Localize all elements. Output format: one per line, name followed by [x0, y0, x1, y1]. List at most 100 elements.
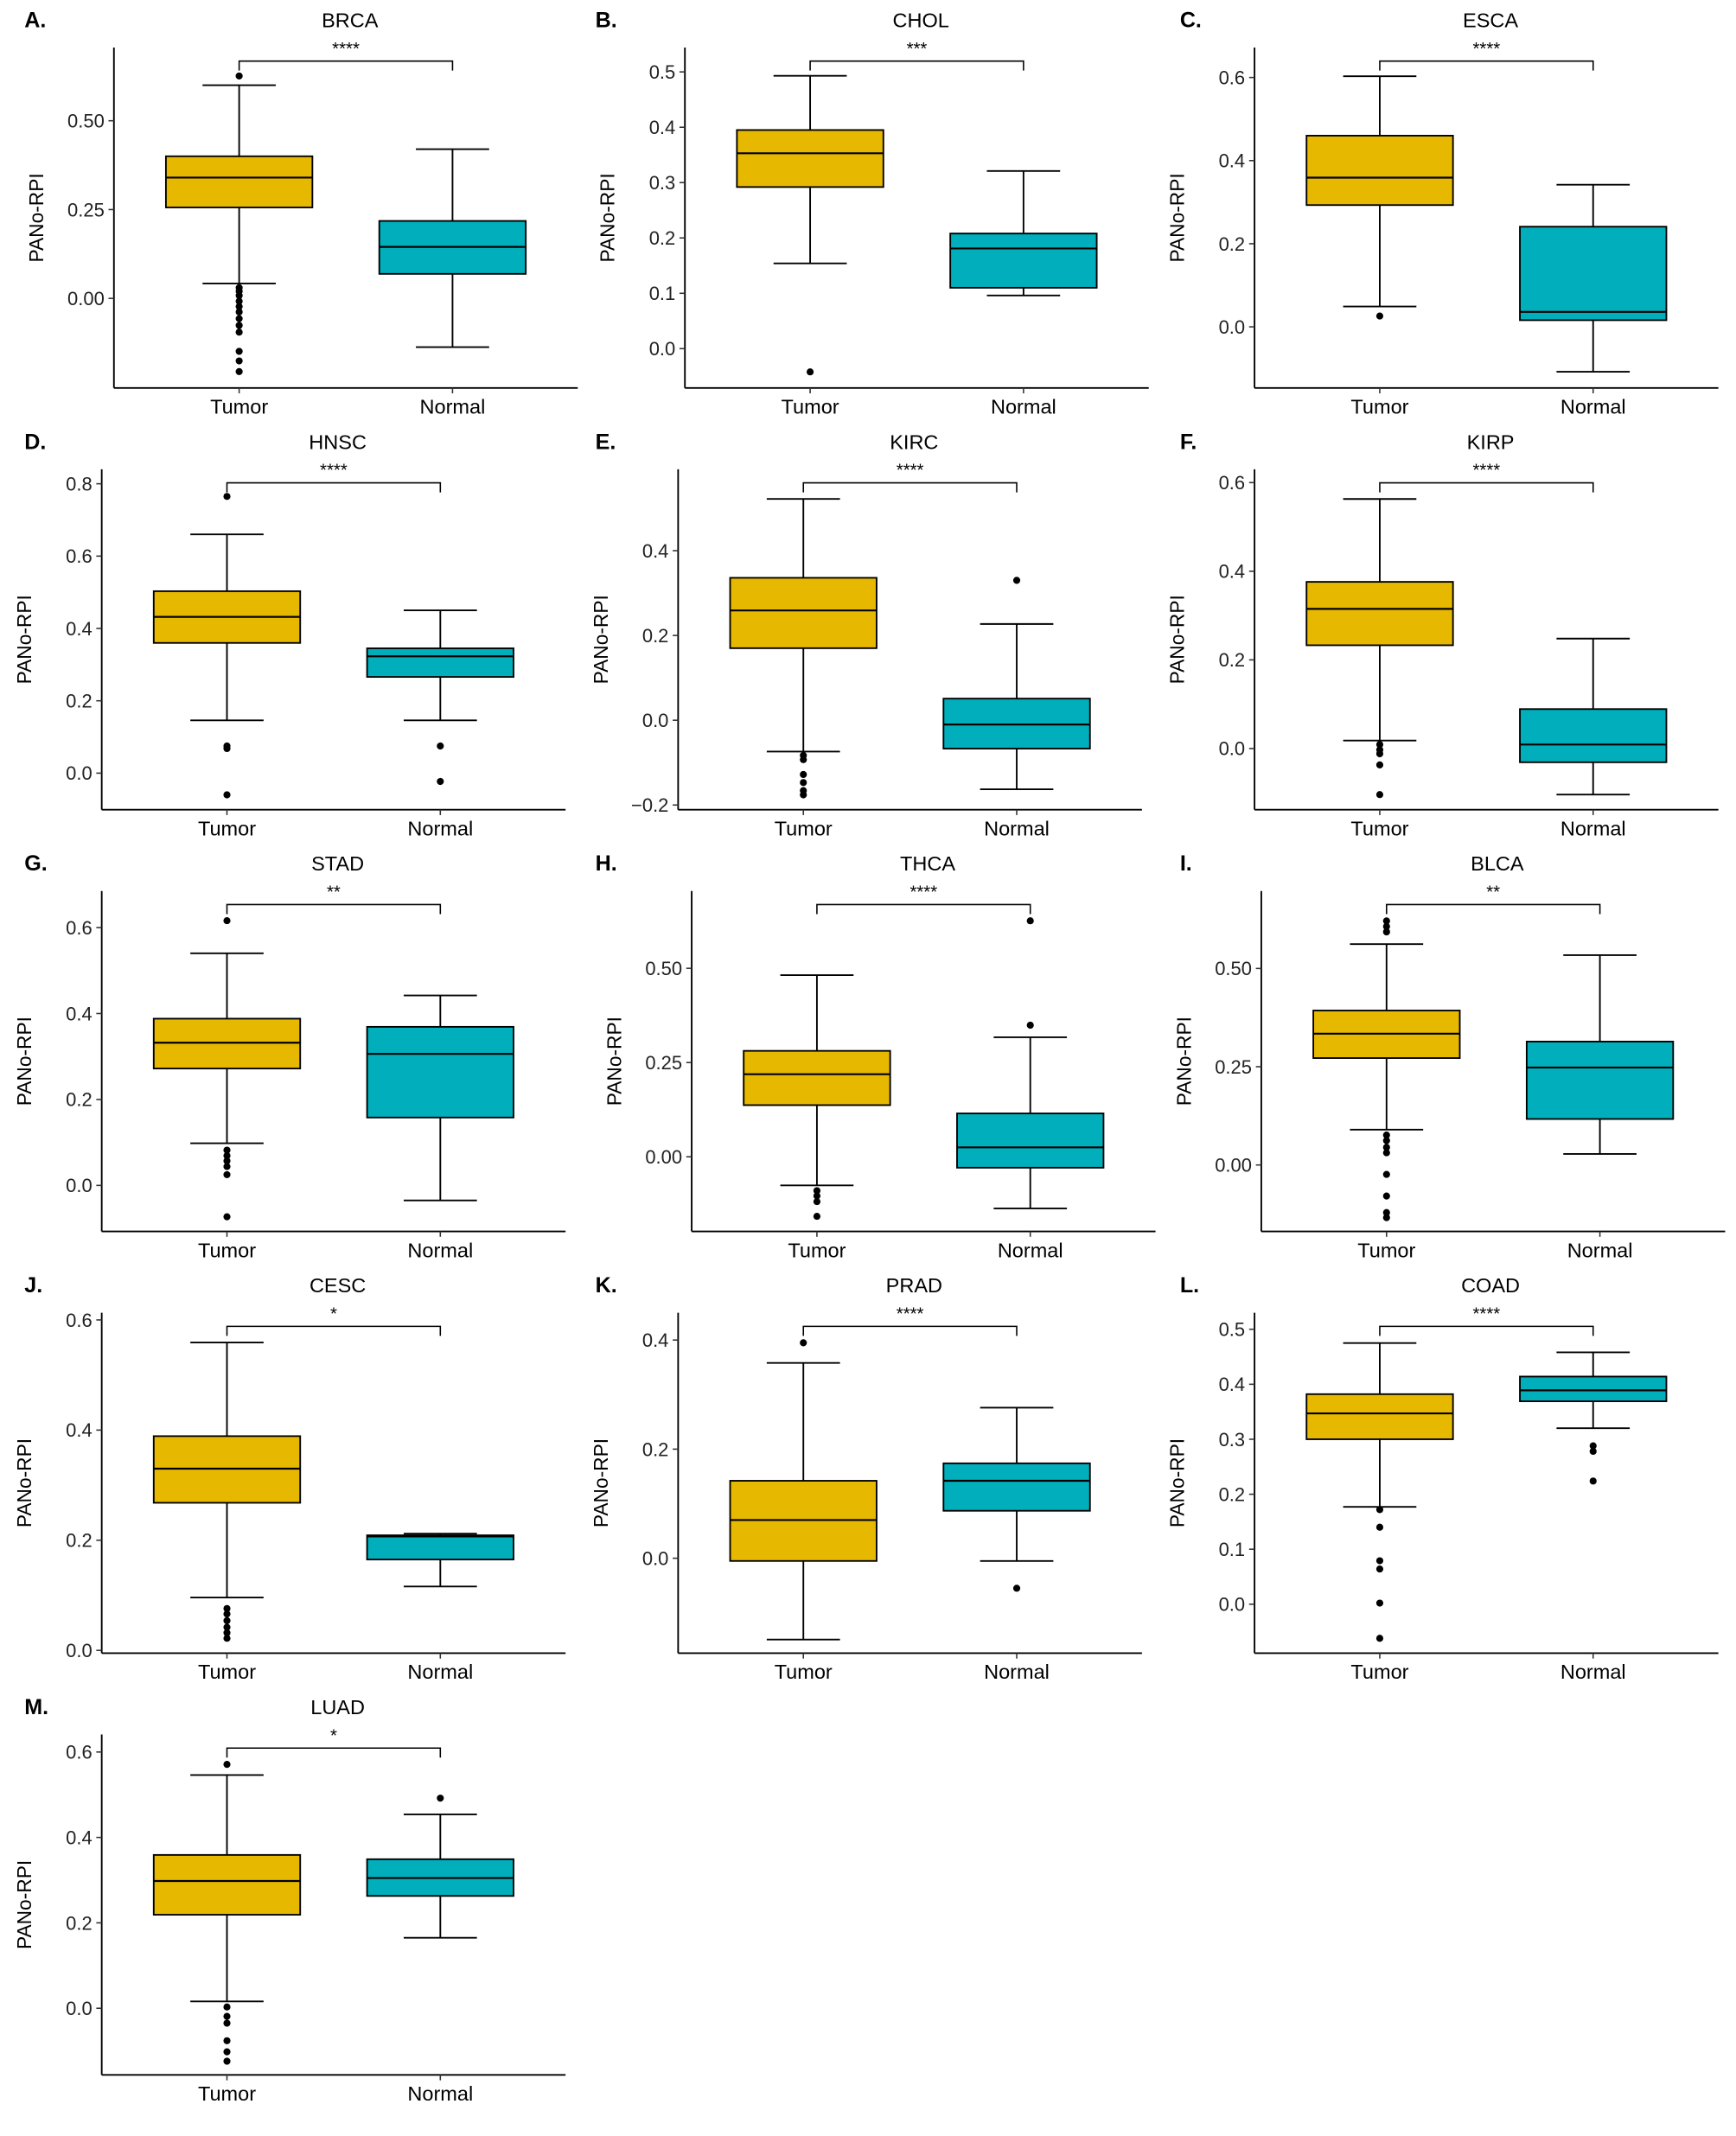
box-tumor — [1312, 917, 1461, 1221]
y-tick-label: 0.2 — [66, 1089, 93, 1111]
chart-title: PRAD — [886, 1274, 942, 1297]
panel-kirp: F. KIRP PANo-RPI 0.0 0.2 0.4 0.6 Tumor Normal ***… — [1166, 430, 1719, 839]
box-iqr — [366, 1025, 514, 1119]
outlier-point — [235, 328, 243, 336]
box-tumor — [1305, 75, 1454, 320]
y-tick-label: 0.6 — [66, 545, 93, 567]
y-tick-label: 0.4 — [66, 1419, 93, 1441]
outlier-point — [1026, 1021, 1034, 1030]
outlier-point — [1382, 917, 1390, 925]
x-tick-label: Tumor — [198, 1239, 256, 1261]
chart-title: ESCA — [1463, 9, 1518, 31]
panel-letter: E. — [596, 430, 616, 454]
outlier-point — [223, 1170, 231, 1178]
y-tick-label: 0.0 — [66, 1175, 93, 1196]
y-axis-label: PANo-RPI — [590, 595, 612, 684]
chart-title: CHOL — [893, 9, 949, 31]
y-tick-label: 0.4 — [1219, 561, 1246, 583]
outlier-point — [800, 1339, 807, 1347]
panel-letter: A. — [24, 8, 46, 32]
y-axis-label: PANo-RPI — [590, 1438, 612, 1527]
outlier-point — [223, 1629, 231, 1636]
outlier-point — [223, 1616, 231, 1624]
significance-label: **** — [1472, 462, 1500, 481]
x-tick-label: Tumor — [782, 396, 839, 418]
significance-bracket — [1386, 903, 1601, 915]
significance-label: **** — [1472, 1305, 1500, 1324]
outlier-point — [1375, 1523, 1384, 1531]
panel-coad: L. COAD PANo-RPI 0.0 0.1 0.2 0.3 0.4 0.5 Tumor Nor… — [1166, 1273, 1719, 1683]
x-tick-label: Normal — [1560, 817, 1626, 839]
box-iqr — [1305, 134, 1454, 207]
y-tick-label: 0.6 — [1219, 67, 1246, 88]
y-tick-label: 0.6 — [66, 917, 93, 939]
significance-bracket — [1379, 481, 1594, 493]
x-tick-label: Normal — [407, 817, 473, 839]
outlier-point — [223, 917, 231, 925]
significance-bracket — [1379, 1325, 1594, 1336]
outlier-point — [223, 2003, 231, 2011]
significance-label: **** — [897, 1305, 924, 1324]
box-normal — [366, 1533, 514, 1588]
box-iqr — [1525, 1040, 1675, 1120]
significance-bracket — [809, 60, 1024, 71]
outlier-point — [223, 2019, 231, 2027]
outlier-point — [235, 308, 243, 316]
box-tumor — [736, 74, 884, 376]
panel-letter: J. — [24, 1273, 42, 1298]
outlier-point — [223, 1761, 231, 1769]
outlier-point — [223, 1146, 231, 1154]
outlier-point — [235, 315, 243, 322]
outlier-point — [1375, 1635, 1384, 1642]
significance-bracket — [802, 481, 1018, 493]
outlier-point — [813, 1187, 820, 1195]
panel-letter: L. — [1180, 1273, 1199, 1298]
panel-hnsc: D. HNSC PANo-RPI 0.0 0.2 0.4 0.6 0.8 Tumor Normal… — [13, 430, 566, 839]
outlier-point — [437, 777, 444, 786]
outlier-point — [223, 2057, 231, 2065]
significance-label: **** — [909, 883, 937, 902]
outlier-point — [223, 493, 231, 501]
outlier-point — [800, 791, 807, 799]
significance-label: ** — [1486, 883, 1500, 902]
outlier-point — [223, 1635, 231, 1642]
chart-title: KIRC — [890, 430, 938, 453]
y-axis-label: PANo-RPI — [13, 1860, 35, 1949]
x-tick-label: Tumor — [210, 396, 268, 418]
x-tick-label: Normal — [1567, 1239, 1633, 1261]
x-tick-label: Normal — [407, 2082, 473, 2105]
y-tick-label: 0.50 — [1215, 958, 1252, 979]
box-normal — [366, 994, 514, 1202]
box-iqr — [152, 1853, 302, 1916]
y-tick-label: 0.0 — [66, 1640, 93, 1661]
x-tick-label: Normal — [420, 396, 486, 418]
y-axis-label: PANo-RPI — [603, 1017, 625, 1106]
outlier-point — [1382, 1208, 1390, 1216]
outlier-point — [223, 1610, 231, 1618]
outlier-point — [223, 791, 231, 799]
outlier-point — [1375, 1506, 1384, 1514]
y-tick-label: 0.1 — [1219, 1539, 1246, 1560]
outlier-point — [1375, 761, 1384, 768]
panel-letter: H. — [596, 851, 617, 876]
significance-bracket — [226, 903, 442, 915]
x-tick-label: Tumor — [788, 1239, 846, 1261]
box-tumor — [152, 493, 302, 799]
y-tick-label: 0.2 — [1219, 233, 1246, 255]
outlier-point — [1375, 791, 1384, 799]
y-tick-label: 0.4 — [66, 618, 93, 640]
outlier-point — [223, 1213, 231, 1221]
chart-title: CESC — [310, 1274, 366, 1297]
outlier-point — [235, 347, 243, 355]
outlier-point — [1382, 922, 1390, 930]
significance-bracket — [802, 1325, 1018, 1336]
y-tick-label: 0.2 — [66, 1530, 93, 1552]
box-iqr — [164, 155, 314, 208]
outlier-point — [1382, 1192, 1390, 1200]
x-tick-label: Normal — [998, 1239, 1063, 1261]
outlier-point — [800, 756, 807, 763]
outlier-point — [1375, 1565, 1384, 1573]
box-tumor — [164, 72, 314, 375]
x-tick-label: Normal — [984, 1661, 1050, 1683]
chart-title: KIRP — [1467, 430, 1515, 453]
